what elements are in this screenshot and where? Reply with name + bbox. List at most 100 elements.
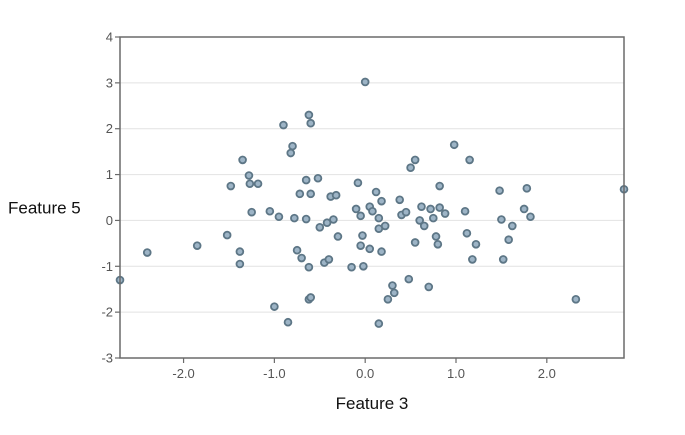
- scatter-point: [270, 302, 279, 311]
- y-axis-title: Feature 5: [8, 198, 81, 217]
- x-axis-title: Feature 3: [336, 394, 409, 413]
- scatter-point: [498, 255, 508, 264]
- scatter-point: [358, 231, 367, 240]
- scatter-point: [283, 317, 293, 327]
- scatter-point: [435, 203, 444, 212]
- scatter-point: [226, 181, 236, 191]
- scatter-point: [356, 241, 365, 250]
- scatter-point: [304, 262, 314, 272]
- x-tick-label: 1.0: [447, 366, 465, 381]
- scatter-point: [410, 238, 420, 247]
- scatter-point: [504, 235, 513, 244]
- scatter-point: [265, 206, 275, 216]
- scatter-point: [526, 212, 535, 222]
- scatter-point: [245, 179, 255, 189]
- scatter-point: [383, 295, 393, 304]
- scatter-point: [377, 196, 386, 206]
- y-tick-label: 2: [106, 121, 113, 136]
- scatter-point: [301, 175, 311, 185]
- scatter-point: [356, 211, 365, 221]
- scatter-point: [295, 189, 305, 199]
- scatter-point: [351, 204, 361, 214]
- scatter-point: [292, 245, 302, 255]
- scatter-point: [395, 195, 404, 205]
- data-points: [115, 77, 629, 328]
- scatter-point: [428, 213, 438, 223]
- scatter-point: [288, 141, 297, 151]
- scatter-point: [497, 215, 506, 224]
- scatter-point: [315, 223, 325, 232]
- y-tick-label: 0: [106, 213, 113, 228]
- gridlines: [120, 82, 624, 313]
- scatter-point: [297, 253, 306, 263]
- scatter-point: [471, 239, 481, 249]
- scatter-point: [238, 155, 247, 165]
- scatter-point: [495, 186, 504, 195]
- scatter-point: [449, 140, 459, 150]
- scatter-point: [571, 295, 581, 304]
- y-tick-label: 3: [106, 75, 113, 90]
- x-tick-label: -1.0: [263, 366, 285, 381]
- scatter-point: [306, 118, 316, 128]
- scatter-point: [374, 319, 384, 328]
- scatter-point: [142, 248, 152, 257]
- scatter-point: [279, 120, 288, 130]
- scatter-point: [331, 190, 341, 200]
- scatter-point: [324, 255, 334, 264]
- scatter-point: [440, 209, 450, 218]
- scatter-point: [404, 274, 414, 284]
- scatter-point: [462, 228, 472, 238]
- scatter-point: [435, 181, 444, 191]
- y-tick-label: -1: [101, 259, 113, 274]
- plot-frame: [119, 36, 625, 359]
- scatter-point: [322, 218, 332, 228]
- scatter-point: [401, 207, 411, 217]
- scatter-point: [360, 77, 370, 87]
- scatter-point: [286, 148, 296, 158]
- scatter-point: [313, 173, 323, 183]
- y-tick-label: 4: [106, 30, 113, 45]
- scatter-point: [253, 179, 263, 189]
- scatter-point: [433, 239, 443, 249]
- scatter-point: [235, 259, 245, 269]
- scatter-point: [244, 171, 254, 180]
- scatter-point: [192, 241, 202, 250]
- scatter-point: [290, 213, 299, 223]
- scatter-point: [508, 221, 517, 231]
- scatter-point: [359, 261, 368, 271]
- scatter-point: [377, 247, 386, 256]
- y-tick-label: -2: [101, 305, 113, 320]
- scatter-point: [371, 187, 381, 197]
- x-tick-label: 0.0: [356, 366, 374, 381]
- scatter-point: [274, 212, 284, 222]
- scatter-point: [417, 202, 426, 211]
- scatter-point: [415, 216, 424, 225]
- scatter-point: [465, 155, 474, 165]
- scatter-point: [235, 247, 245, 256]
- scatter-point: [406, 163, 415, 172]
- scatter-point: [460, 206, 470, 216]
- axis-ticks: -3 -2 -1 0 1 2 3 4 -2.0 -1.0 0.0 1.0 2.0: [101, 30, 555, 382]
- scatter-point: [389, 288, 399, 298]
- scatter-point: [306, 189, 316, 199]
- scatter-point: [247, 207, 256, 217]
- y-tick-label: -3: [101, 351, 113, 366]
- scatter-point: [424, 282, 434, 292]
- scatter-point: [368, 206, 377, 216]
- scatter-point: [222, 230, 232, 240]
- scatter-point: [468, 255, 477, 264]
- scatter-point: [306, 293, 316, 302]
- scatter-point: [329, 215, 338, 224]
- scatter-point: [388, 281, 397, 290]
- scatter-point: [519, 204, 529, 214]
- scatter-point: [353, 178, 363, 188]
- scatter-point: [374, 213, 384, 223]
- scatter-point: [380, 221, 390, 231]
- scatter-point: [347, 262, 356, 272]
- scatter-point: [431, 232, 441, 241]
- x-tick-label: -2.0: [172, 366, 194, 381]
- scatter-point: [522, 184, 532, 193]
- scatter-point: [419, 221, 429, 231]
- scatter-point: [301, 214, 311, 224]
